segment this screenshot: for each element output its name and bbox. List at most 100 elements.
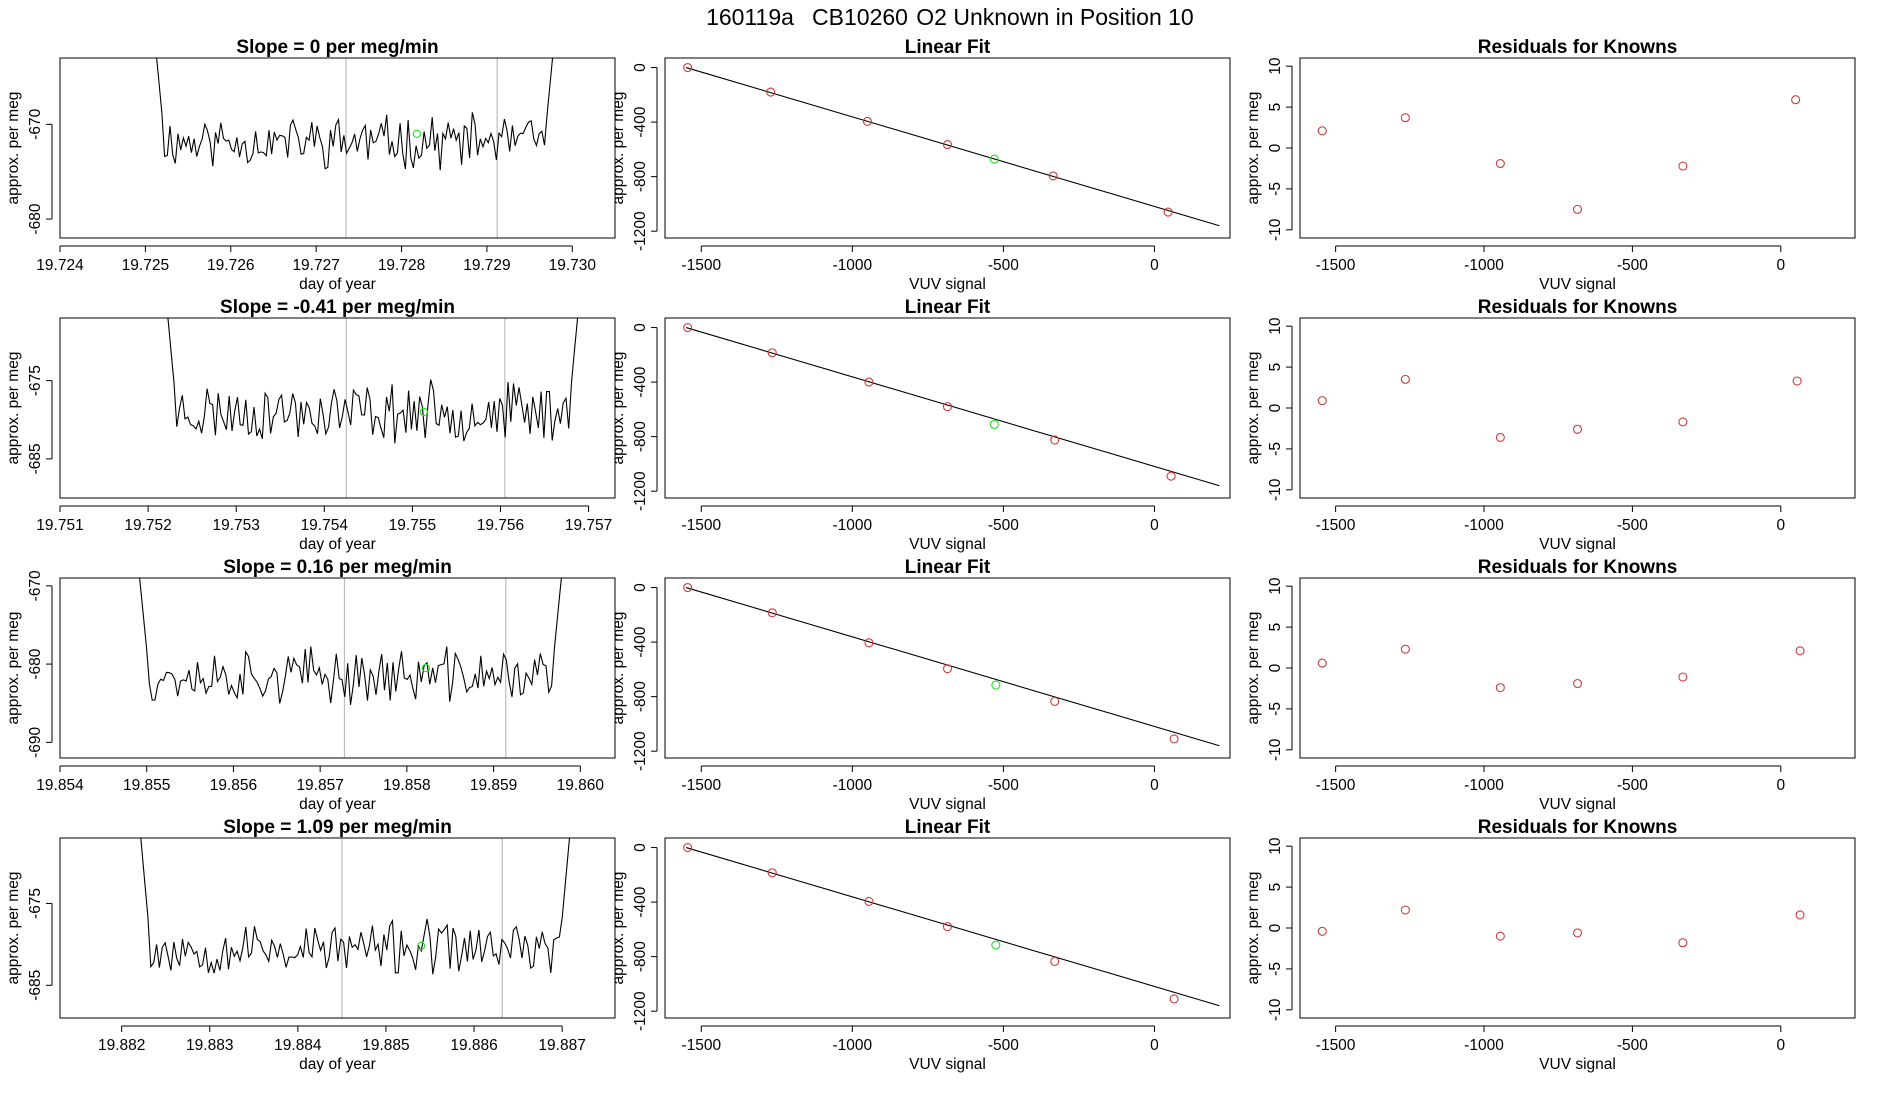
known-point — [1048, 171, 1058, 181]
x-axis: -1500 -1000 -500 0 — [1316, 765, 1785, 794]
known-point — [1495, 931, 1505, 941]
known-point — [1050, 696, 1060, 706]
panel-1-0: 19.751 19.752 19.753 19.754 19.755 19.756 19.7… — [5, 297, 616, 553]
fit-line — [685, 67, 1220, 227]
x-axis-label: day of year — [299, 796, 376, 813]
unknown-marker — [419, 407, 428, 417]
known-point — [1169, 734, 1179, 744]
x-tick-label: 19.755 — [389, 517, 436, 534]
x-tick-label: -500 — [1617, 257, 1648, 274]
panel-title: Slope = -0.41 per meg/min — [220, 297, 455, 318]
plot-area — [139, 578, 562, 758]
panel-title: Residuals for Knowns — [1478, 817, 1678, 838]
panel-grid: 19.724 19.725 19.726 19.727 19.728 19.729 19.7… — [5, 37, 1856, 1073]
plot-area — [156, 58, 554, 238]
x-tick-label: -500 — [988, 777, 1019, 794]
fit-line — [685, 587, 1220, 747]
y-tick-label: 0 — [632, 323, 649, 332]
x-tick-label: 19.751 — [36, 517, 83, 534]
x-axis: -1500 -1000 -500 0 — [681, 245, 1159, 274]
y-axis: -10 -5 0 5 10 — [1267, 317, 1293, 501]
x-tick-label: 19.724 — [36, 257, 84, 274]
x-tick-label: 19.754 — [301, 517, 349, 534]
y-tick-label: -10 — [1267, 738, 1284, 761]
panel-title: Linear Fit — [905, 557, 991, 578]
x-tick-label: -500 — [988, 1037, 1019, 1054]
x-axis-label: VUV signal — [1539, 1056, 1616, 1073]
x-tick-label: 0 — [1776, 517, 1785, 534]
known-point — [862, 116, 872, 126]
x-axis-label: VUV signal — [909, 1056, 986, 1073]
panel-title: Residuals for Knowns — [1478, 297, 1678, 318]
known-point — [1678, 417, 1688, 427]
known-point — [683, 62, 693, 73]
known-point — [1317, 126, 1327, 136]
x-tick-label: -500 — [1617, 517, 1648, 534]
y-tick-label: 0 — [632, 63, 649, 72]
x-axis-label: VUV signal — [909, 796, 986, 813]
panel-title: Linear Fit — [905, 817, 991, 838]
y-tick-label: -5 — [1267, 702, 1284, 716]
x-axis-label: VUV signal — [909, 536, 986, 553]
x-tick-label: -1500 — [681, 1037, 721, 1054]
panel-2-1: -1500 -1000 -500 0 VUV signal 0 -400 -800 -1200 a… — [610, 557, 1231, 813]
plot-area — [683, 842, 1220, 1007]
x-tick-label: -500 — [1617, 1037, 1648, 1054]
panel-title: Residuals for Knowns — [1478, 557, 1678, 578]
plot-area — [167, 318, 579, 498]
known-point — [1678, 672, 1688, 682]
x-axis-label: VUV signal — [1539, 276, 1616, 293]
y-axis: -10 -5 0 5 10 — [1267, 57, 1293, 241]
x-axis: 19.751 19.752 19.753 19.754 19.755 19.756 19.7… — [36, 505, 612, 534]
y-tick-label: -690 — [27, 726, 44, 757]
y-axis-label: approx. per meg — [1245, 872, 1262, 985]
known-point — [1495, 158, 1505, 169]
y-tick-label: -10 — [1267, 218, 1284, 241]
x-tick-label: -1000 — [832, 517, 872, 534]
plot-frame — [59, 577, 616, 759]
x-axis: -1500 -1000 -500 0 — [681, 765, 1159, 794]
known-point — [1317, 396, 1327, 406]
x-tick-label: -1000 — [832, 777, 872, 794]
y-tick-label: -680 — [27, 203, 44, 234]
x-tick-label: 19.727 — [292, 257, 339, 274]
x-axis: -1500 -1000 -500 0 — [1316, 505, 1785, 534]
panel-title: Linear Fit — [905, 37, 991, 58]
signal-trace — [140, 838, 571, 975]
x-tick-label: -500 — [988, 257, 1019, 274]
figure-title-run: 160119a — [706, 4, 794, 30]
x-tick-label: 19.728 — [378, 257, 425, 274]
plot-frame — [59, 57, 616, 239]
panel-2-0: 19.854 19.855 19.856 19.857 19.858 19.859 19.8… — [5, 557, 616, 813]
known-point — [1791, 95, 1801, 105]
y-tick-label: 0 — [632, 843, 649, 852]
y-tick-label: -400 — [632, 106, 649, 137]
panel-3-0: 19.882 19.883 19.884 19.885 19.886 19.887 day … — [5, 817, 616, 1073]
y-axis-label: approx. per meg — [5, 612, 22, 725]
x-tick-label: 19.883 — [186, 1037, 233, 1054]
known-point — [1050, 435, 1060, 445]
x-tick-label: -500 — [1617, 777, 1648, 794]
y-tick-label: 0 — [632, 583, 649, 592]
x-tick-label: -1500 — [1316, 517, 1356, 534]
y-axis: -10 -5 0 5 10 — [1267, 837, 1293, 1021]
y-tick-label: 5 — [1267, 363, 1284, 372]
x-tick-label: -1500 — [681, 257, 721, 274]
known-point — [1678, 938, 1688, 948]
x-tick-label: 0 — [1150, 257, 1159, 274]
x-tick-label: -1000 — [1464, 517, 1504, 534]
plot-frame — [1299, 837, 1856, 1019]
y-tick-label: 10 — [1267, 577, 1284, 595]
signal-trace — [156, 58, 554, 171]
y-tick-label: 5 — [1267, 883, 1284, 892]
y-tick-label: -685 — [27, 970, 44, 1001]
known-point — [1400, 905, 1410, 915]
unknown-point — [989, 419, 999, 429]
y-tick-label: -5 — [1267, 962, 1284, 976]
x-axis-label: day of year — [299, 276, 376, 293]
x-tick-label: 19.729 — [463, 257, 510, 274]
unknown-point — [991, 680, 1001, 690]
x-tick-label: 19.885 — [362, 1037, 409, 1054]
